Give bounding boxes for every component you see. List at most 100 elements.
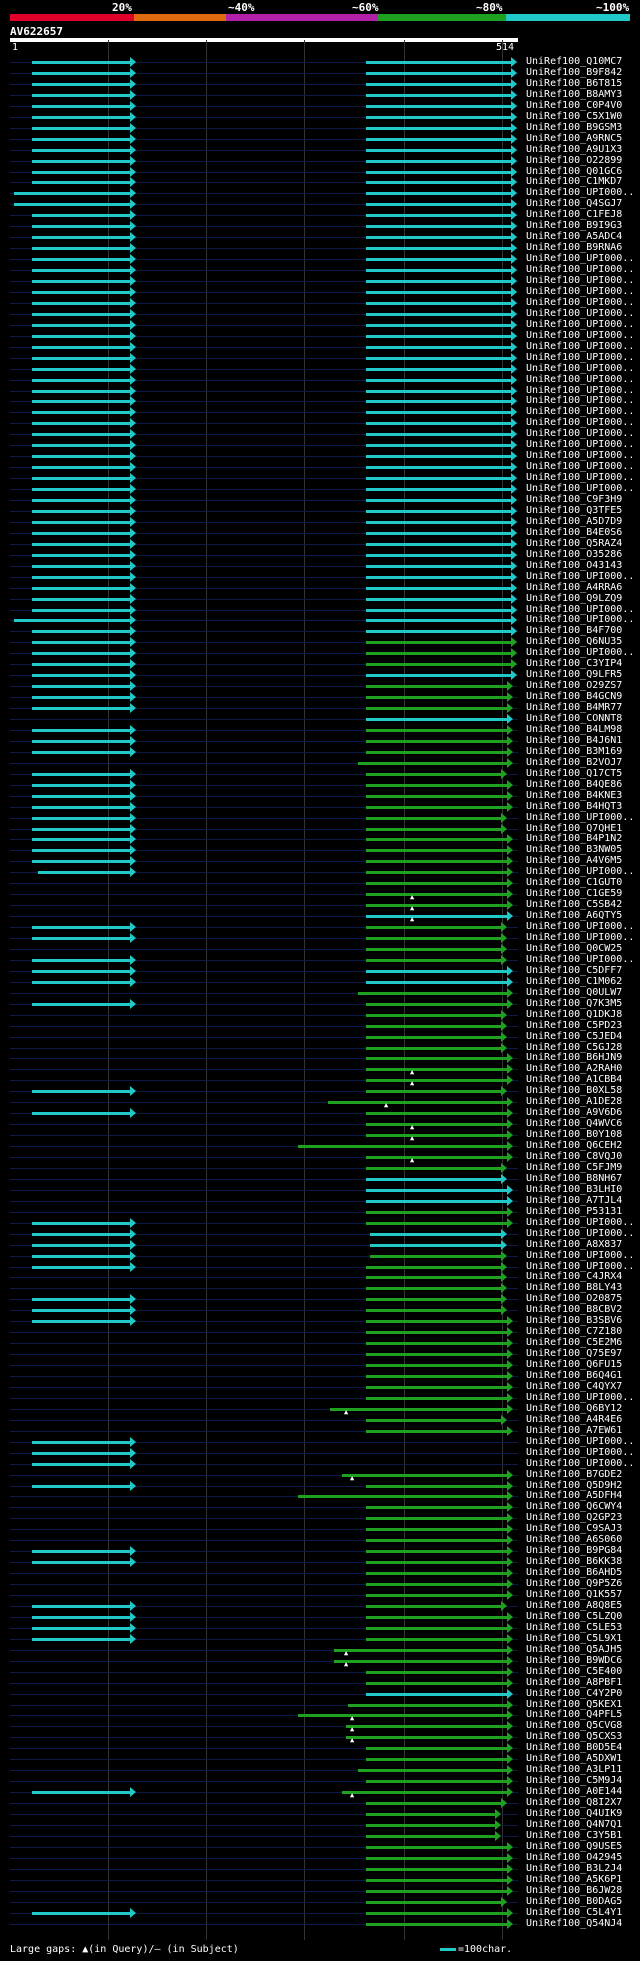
hit-label[interactable]: UniRef100_Q54NJ4	[526, 1917, 623, 1929]
hit-row[interactable]: UniRef100_UPI000..	[0, 395, 640, 407]
hit-row[interactable]: UniRef100_UPI000..	[0, 352, 640, 364]
hit-row[interactable]: UniRef100_B4F700	[0, 625, 640, 637]
hit-row[interactable]: UniRef100_B3L2J4	[0, 1863, 640, 1875]
hit-row[interactable]: UniRef100_B4QE86	[0, 778, 640, 791]
hit-row[interactable]: UniRef100_UPI000..	[0, 1228, 640, 1240]
hit-row[interactable]: UniRef100_Q5D9H2	[0, 1480, 640, 1492]
hit-row[interactable]: UniRef100_Q4SGJ7	[0, 198, 640, 210]
hit-row[interactable]: UniRef100_Q5RAZ4	[0, 538, 640, 550]
hit-row[interactable]: UniRef100_C5JED4	[0, 1031, 640, 1043]
hit-row[interactable]: UniRef100_O29ZS7	[0, 680, 640, 692]
hit-row[interactable]: UniRef100_UPI000..	[0, 428, 640, 440]
hit-label[interactable]: UniRef100_A6S060	[526, 1534, 623, 1546]
hit-label[interactable]: UniRef100_B6JW28	[526, 1884, 623, 1896]
hit-row[interactable]: UniRef100_UPI000..	[0, 604, 640, 616]
hit-label[interactable]: UniRef100_B6Q4G1	[526, 1370, 623, 1381]
hit-row[interactable]: UniRef100_Q6CWY4	[0, 1501, 640, 1513]
hit-row[interactable]: UniRef100_Q3TFE5	[0, 505, 640, 517]
hit-row[interactable]: UniRef100_Q7QHE1	[0, 823, 640, 835]
hit-label[interactable]: UniRef100_A0E144	[526, 1786, 623, 1798]
hit-row[interactable]: UniRef100_UPI000..	[0, 374, 640, 386]
hit-row[interactable]: UniRef100_C3Y5B1	[0, 1830, 640, 1842]
hit-label[interactable]: UniRef100_B4QE86	[526, 778, 623, 790]
hit-label[interactable]: UniRef100_Q4SGJ7	[526, 198, 623, 210]
hit-row[interactable]: UniRef100_UPI000..	[0, 1249, 640, 1262]
hit-row[interactable]: UniRef100_Q8I2X7	[0, 1797, 640, 1809]
hit-row[interactable]: UniRef100_C3YIP4	[0, 658, 640, 670]
hit-label[interactable]: UniRef100_A5K6P1	[526, 1873, 623, 1885]
hit-label[interactable]: UniRef100_O29ZS7	[526, 680, 623, 692]
hit-label[interactable]: UniRef100_Q6BY12	[526, 1402, 623, 1414]
hit-label[interactable]: UniRef100_B4MR77	[526, 702, 623, 714]
hit-row[interactable]: UniRef100_C1MKD7	[0, 176, 640, 188]
hit-row[interactable]: UniRef100_B6T815	[0, 78, 640, 90]
hit-row[interactable]: UniRef100_A5D7D9	[0, 516, 640, 528]
hit-label[interactable]: UniRef100_B3NW05	[526, 844, 623, 856]
hit-label[interactable]: UniRef100_B3M169	[526, 745, 623, 757]
hit-row[interactable]: UniRef100_UPI000..	[0, 341, 640, 353]
hit-label[interactable]: UniRef100_B2VOJ7	[526, 756, 623, 768]
hit-row[interactable]: UniRef100_C9F3H9	[0, 494, 640, 506]
hit-row[interactable]: UniRef100_C5X1W0	[0, 111, 640, 123]
hit-label[interactable]: UniRef100_B8LY43	[526, 1282, 623, 1294]
hit-label[interactable]: UniRef100_UPI000..	[526, 953, 635, 965]
hit-label[interactable]: UniRef100_B4GCN9	[526, 691, 623, 703]
hit-row[interactable]: UniRef100_A8PBF1	[0, 1677, 640, 1689]
hit-row[interactable]: UniRef100_Q0ULW7	[0, 987, 640, 999]
hit-label[interactable]: UniRef100_UPI000..	[526, 1260, 635, 1272]
hit-row[interactable]: UniRef100_C5DFF7	[0, 965, 640, 977]
hit-label[interactable]: UniRef100_C1M062	[526, 975, 623, 987]
hit-label[interactable]: UniRef100_B6KK38	[526, 1556, 623, 1568]
hit-row[interactable]: UniRef100_Q7K3M5	[0, 998, 640, 1010]
hit-row[interactable]: UniRef100_B3LHI0	[0, 1184, 640, 1196]
hit-label[interactable]: UniRef100_UPI000..	[526, 866, 635, 878]
hit-label[interactable]: UniRef100_C1FEJ8	[526, 209, 623, 221]
hit-label[interactable]: UniRef100_O42945	[526, 1851, 623, 1863]
hit-row[interactable]: UniRef100_O42945	[0, 1851, 640, 1864]
hit-row[interactable]: UniRef100_Q1DKJ8	[0, 1009, 640, 1021]
hit-label[interactable]: UniRef100_Q01GC6	[526, 165, 623, 177]
hit-label[interactable]: UniRef100_Q9P5Z6	[526, 1578, 623, 1590]
hit-label[interactable]: UniRef100_Q6CWY4	[526, 1501, 623, 1513]
hit-label[interactable]: UniRef100_C5LZQ0	[526, 1610, 623, 1622]
hit-label[interactable]: UniRef100_UPI000..	[526, 932, 635, 943]
hit-row[interactable]: ▲ UniRef100_Q5CXS3	[0, 1731, 640, 1744]
hit-label[interactable]: UniRef100_UPI000..	[526, 647, 635, 659]
hit-row[interactable]: ▲ UniRef100_B9WDC6	[0, 1655, 640, 1668]
hit-label[interactable]: UniRef100_UPI000..	[526, 406, 635, 418]
hit-row[interactable]: UniRef100_B9F842	[0, 67, 640, 79]
hit-row[interactable]: UniRef100_Q4UIK9	[0, 1808, 640, 1820]
hit-row[interactable]: UniRef100_UPI000..	[0, 406, 640, 418]
hit-label[interactable]: UniRef100_C5LE53	[526, 1621, 623, 1633]
hit-label[interactable]: UniRef100_UPI000..	[526, 1446, 635, 1458]
hit-label[interactable]: UniRef100_C5FJM9	[526, 1161, 623, 1173]
hit-row[interactable]: UniRef100_C1GUT0	[0, 877, 640, 889]
hit-row[interactable]: UniRef100_B9PG84	[0, 1545, 640, 1557]
hit-row[interactable]: UniRef100_A8Q8E5	[0, 1600, 640, 1612]
hit-row[interactable]: UniRef100_UPI000..	[0, 275, 640, 287]
hit-label[interactable]: UniRef100_Q6CEH2	[526, 1140, 623, 1152]
hit-label[interactable]: UniRef100_C1MKD7	[526, 176, 623, 188]
hit-label[interactable]: UniRef100_A7EW61	[526, 1424, 623, 1436]
hit-row[interactable]: UniRef100_UPI000..	[0, 1458, 640, 1470]
hit-label[interactable]: UniRef100_UPI000..	[526, 461, 635, 473]
hit-label[interactable]: UniRef100_Q4N7Q1	[526, 1818, 623, 1830]
hit-row[interactable]: UniRef100_B6KK38	[0, 1556, 640, 1568]
hit-label[interactable]: UniRef100_C3YIP4	[526, 658, 623, 670]
hit-row[interactable]: UniRef100_A4V6M5	[0, 855, 640, 867]
hit-row[interactable]: UniRef100_O20875	[0, 1293, 640, 1305]
hit-row[interactable]: UniRef100_Q9LFR5	[0, 669, 640, 681]
hit-row[interactable]: UniRef100_P53131	[0, 1206, 640, 1218]
hit-label[interactable]: UniRef100_C5M9J4	[526, 1775, 623, 1787]
hit-row[interactable]: UniRef100_C5M9J4	[0, 1775, 640, 1787]
hit-label[interactable]: UniRef100_Q10MC7	[526, 56, 623, 67]
hit-label[interactable]: UniRef100_B9PG84	[526, 1545, 623, 1557]
hit-row[interactable]: UniRef100_UPI000..	[0, 921, 640, 933]
hit-label[interactable]: UniRef100_UPI000..	[526, 472, 635, 484]
hit-label[interactable]: UniRef100_UPI000..	[526, 1249, 635, 1261]
hit-row[interactable]: UniRef100_B6JW28	[0, 1884, 640, 1897]
hit-label[interactable]: UniRef100_UPI000..	[526, 307, 635, 319]
hit-label[interactable]: UniRef100_Q8I2X7	[526, 1797, 623, 1809]
hit-label[interactable]: UniRef100_UPI000..	[526, 275, 635, 286]
hit-row[interactable]: UniRef100_C5L4Y1	[0, 1907, 640, 1919]
